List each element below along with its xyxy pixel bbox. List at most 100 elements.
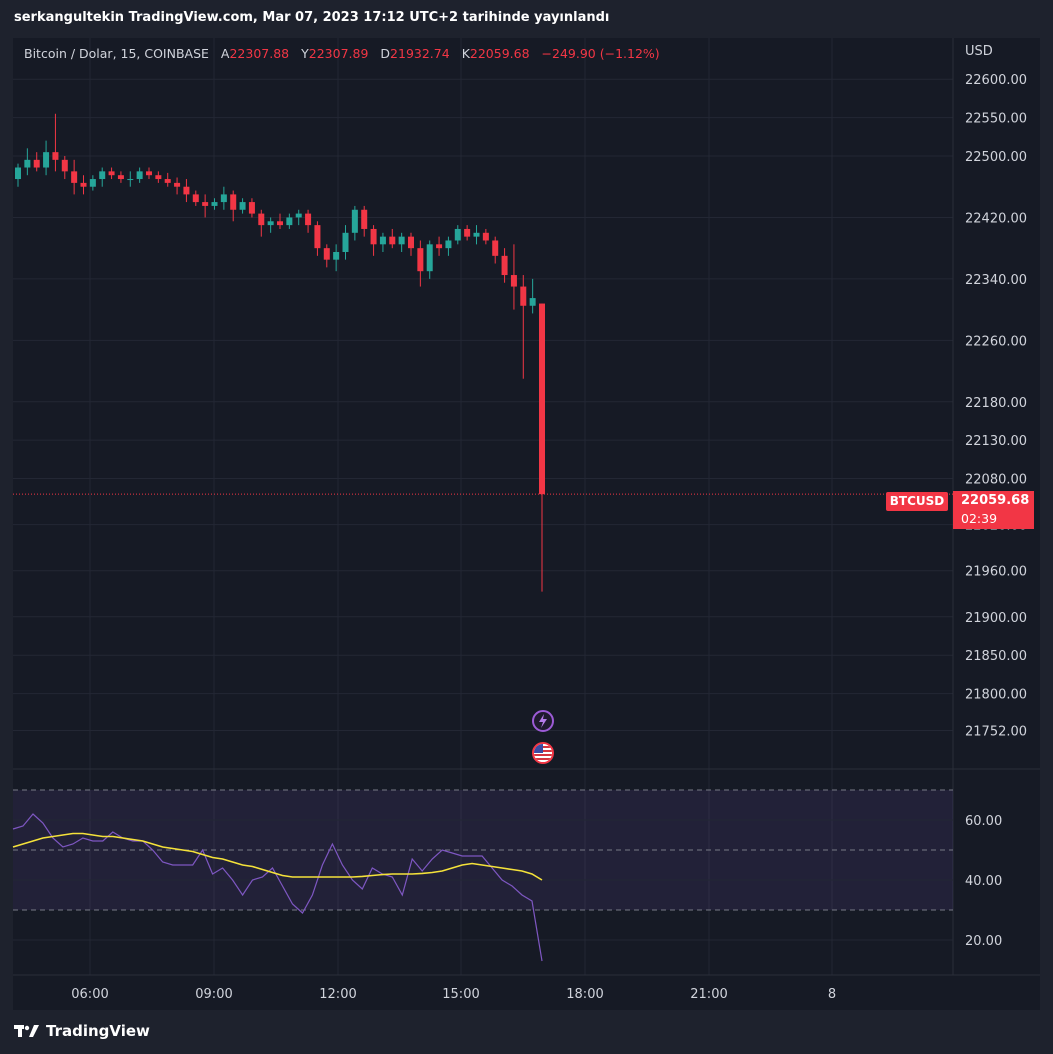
price-tick-label: 21960.00 — [965, 565, 1027, 580]
candle-body — [342, 232, 349, 252]
close-value: 22059.68 — [469, 46, 530, 61]
tradingview-logo-icon — [14, 1023, 40, 1039]
candle-body — [183, 186, 190, 195]
price-tick-label: 22500.00 — [965, 150, 1027, 165]
candle-body — [127, 179, 134, 181]
candle-body — [539, 303, 545, 495]
publish-header: serkangultekin TradingView.com, Mar 07, … — [14, 10, 610, 25]
candle-body — [520, 286, 527, 306]
chart-area[interactable] — [13, 38, 1040, 1010]
candle-body — [417, 248, 424, 272]
candle-body — [473, 232, 480, 237]
candle-body — [529, 298, 536, 306]
candle-body — [33, 159, 40, 168]
candle-body — [192, 194, 199, 203]
candle-body — [80, 182, 87, 187]
price-tick-label: 22180.00 — [965, 396, 1027, 411]
candle-body — [408, 236, 414, 249]
price-tick-label: 21752.00 — [965, 724, 1027, 739]
candle-body — [15, 167, 21, 180]
rsi-ma-line — [12, 832, 543, 881]
candle-body — [305, 213, 312, 226]
price-tick-label: 22420.00 — [965, 211, 1027, 226]
candle-body — [52, 152, 59, 160]
candle-body — [164, 179, 171, 183]
candle-body — [379, 236, 386, 245]
candle-body — [295, 213, 302, 218]
candle-body — [239, 202, 246, 210]
price-tick-label: 22130.00 — [965, 434, 1027, 449]
candle-body — [71, 171, 78, 183]
candle-body — [136, 171, 143, 180]
candle-body — [202, 202, 209, 206]
candle-body — [24, 159, 31, 168]
high-value: 22307.89 — [308, 46, 369, 61]
price-tick-label: 22340.00 — [965, 273, 1027, 288]
candle-body — [117, 175, 124, 180]
price-tick-label: 22260.00 — [965, 334, 1027, 349]
high-label: Y — [301, 46, 309, 61]
candle-body — [220, 194, 227, 203]
low-label: D — [380, 46, 391, 61]
candle-body — [89, 179, 96, 187]
rsi-tick-label: 20.00 — [965, 934, 1002, 949]
candle-body — [464, 228, 471, 237]
candle-body — [314, 225, 321, 249]
candle-body — [323, 248, 330, 260]
time-tick-label: 15:00 — [442, 987, 479, 1002]
price-tick-label: 22550.00 — [965, 112, 1027, 127]
candle-body — [146, 171, 152, 176]
candle-body — [333, 252, 340, 260]
time-tick-label: 09:00 — [195, 987, 232, 1002]
candle-body — [258, 213, 265, 226]
last-price-tag: 22059.68 02:39 — [953, 491, 1034, 529]
time-tick-label: 8 — [828, 987, 836, 1002]
candle-body — [174, 182, 181, 187]
last-price: 22059.68 — [961, 493, 1030, 508]
price-tick-label: 22080.00 — [965, 473, 1027, 488]
candle-body — [286, 217, 293, 226]
candle-body — [230, 194, 237, 210]
candle-body — [267, 221, 274, 226]
lightning-icon[interactable] — [532, 710, 554, 732]
time-tick-label: 06:00 — [71, 987, 108, 1002]
bar-countdown: 02:39 — [961, 511, 998, 526]
change-value: −249.90 (−1.12%) — [541, 46, 660, 61]
candle-body — [445, 240, 452, 249]
rsi-tick-label: 40.00 — [965, 874, 1002, 889]
candle-body — [277, 221, 283, 226]
candle-body — [454, 228, 461, 241]
rsi-tick-label: 60.00 — [965, 814, 1002, 829]
candle-body — [370, 228, 377, 245]
price-tick-label: 21900.00 — [965, 611, 1027, 626]
low-value: 21932.74 — [390, 46, 450, 61]
candle-body — [43, 152, 50, 168]
candle-body — [389, 236, 396, 245]
price-tick-label: 22600.00 — [965, 73, 1027, 88]
candle-body — [482, 232, 489, 241]
candle-body — [155, 175, 162, 180]
candle-body — [398, 236, 405, 245]
price-tick-label: 21850.00 — [965, 649, 1027, 664]
candle-body — [211, 202, 218, 206]
candle-body — [61, 159, 68, 172]
time-tick-label: 12:00 — [319, 987, 356, 1002]
brand-label[interactable]: TradingView — [46, 1022, 150, 1040]
open-label: A — [220, 46, 230, 61]
symbol-label[interactable]: Bitcoin / Dolar, 15, COINBASE — [24, 46, 209, 61]
candle-body — [108, 171, 115, 176]
price-tick-label: 21800.00 — [965, 688, 1027, 703]
candle-body — [510, 275, 517, 287]
time-tick-label: 21:00 — [690, 987, 727, 1002]
candle-body — [492, 240, 499, 256]
footer: TradingView — [14, 1022, 150, 1040]
us-flag-icon[interactable] — [532, 742, 554, 764]
currency-label: USD — [965, 44, 993, 59]
candle-body — [99, 171, 106, 180]
candle-body — [436, 244, 443, 249]
ohlc-legend: Bitcoin / Dolar, 15, COINBASE A22307.88 … — [24, 46, 660, 61]
symbol-price-tag: BTCUSD — [886, 492, 948, 511]
candle-body — [426, 244, 433, 272]
candle-body — [361, 209, 368, 229]
